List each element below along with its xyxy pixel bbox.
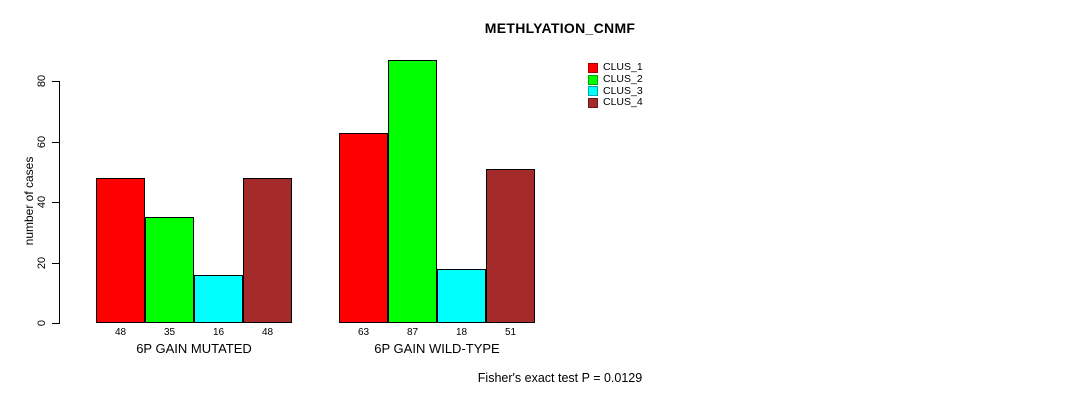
footer-annotation: Fisher's exact test P = 0.0129 <box>477 371 643 385</box>
bar-clus_1-group2 <box>339 133 388 323</box>
bar-value-label: 48 <box>114 326 127 338</box>
legend-label-clus_3: CLUS_3 <box>603 84 643 97</box>
legend-item-clus_2: CLUS_2 <box>588 74 643 86</box>
y-tick <box>52 323 59 324</box>
legend-swatch-clus_4 <box>588 97 598 108</box>
bar-value-label: 63 <box>357 326 370 338</box>
y-tick-label: 0 <box>36 319 48 327</box>
y-tick-label: 60 <box>36 135 48 148</box>
bar-clus_1-group1 <box>96 178 145 323</box>
bar-clus_2-group2 <box>388 60 437 323</box>
legend-item-clus_3: CLUS_3 <box>588 85 643 97</box>
y-tick <box>52 141 59 143</box>
legend-swatch-clus_3 <box>588 86 598 97</box>
legend: CLUS_1 CLUS_2 CLUS_3 CLUS_4 <box>588 62 643 109</box>
legend-label-clus_2: CLUS_2 <box>603 73 643 86</box>
bar-value-label: 48 <box>261 326 274 338</box>
bar-clus_3-group1 <box>194 275 243 323</box>
legend-label-clus_4: CLUS_4 <box>603 96 643 109</box>
legend-swatch-clus_1 <box>588 62 598 73</box>
bar-clus_2-group1 <box>145 217 194 323</box>
bar-value-label: 18 <box>455 326 468 338</box>
legend-swatch-clus_2 <box>588 74 598 85</box>
y-axis-label: number of cases <box>22 156 36 246</box>
x-group-label: 6P GAIN WILD-TYPE <box>374 341 500 356</box>
chart-title: METHLYATION_CNMF <box>484 20 636 36</box>
bar-value-label: 87 <box>406 326 419 338</box>
y-tick-label: 80 <box>36 75 48 88</box>
x-group-label: 6P GAIN MUTATED <box>136 341 252 356</box>
bar-clus_4-group1 <box>243 178 292 323</box>
legend-item-clus_4: CLUS_4 <box>588 97 643 109</box>
y-tick <box>52 262 59 264</box>
bar-value-label: 51 <box>504 326 517 338</box>
bar-value-label: 35 <box>163 326 176 338</box>
legend-item-clus_1: CLUS_1 <box>588 62 643 74</box>
legend-label-clus_1: CLUS_1 <box>603 61 643 74</box>
y-tick <box>52 81 59 83</box>
bar-clus_4-group2 <box>486 169 535 323</box>
y-tick-label: 40 <box>36 196 48 209</box>
y-tick <box>52 202 59 204</box>
bar-value-label: 16 <box>212 326 225 338</box>
y-tick-label: 20 <box>36 256 48 269</box>
bar-clus_3-group2 <box>437 269 486 323</box>
y-axis-line <box>59 81 60 324</box>
